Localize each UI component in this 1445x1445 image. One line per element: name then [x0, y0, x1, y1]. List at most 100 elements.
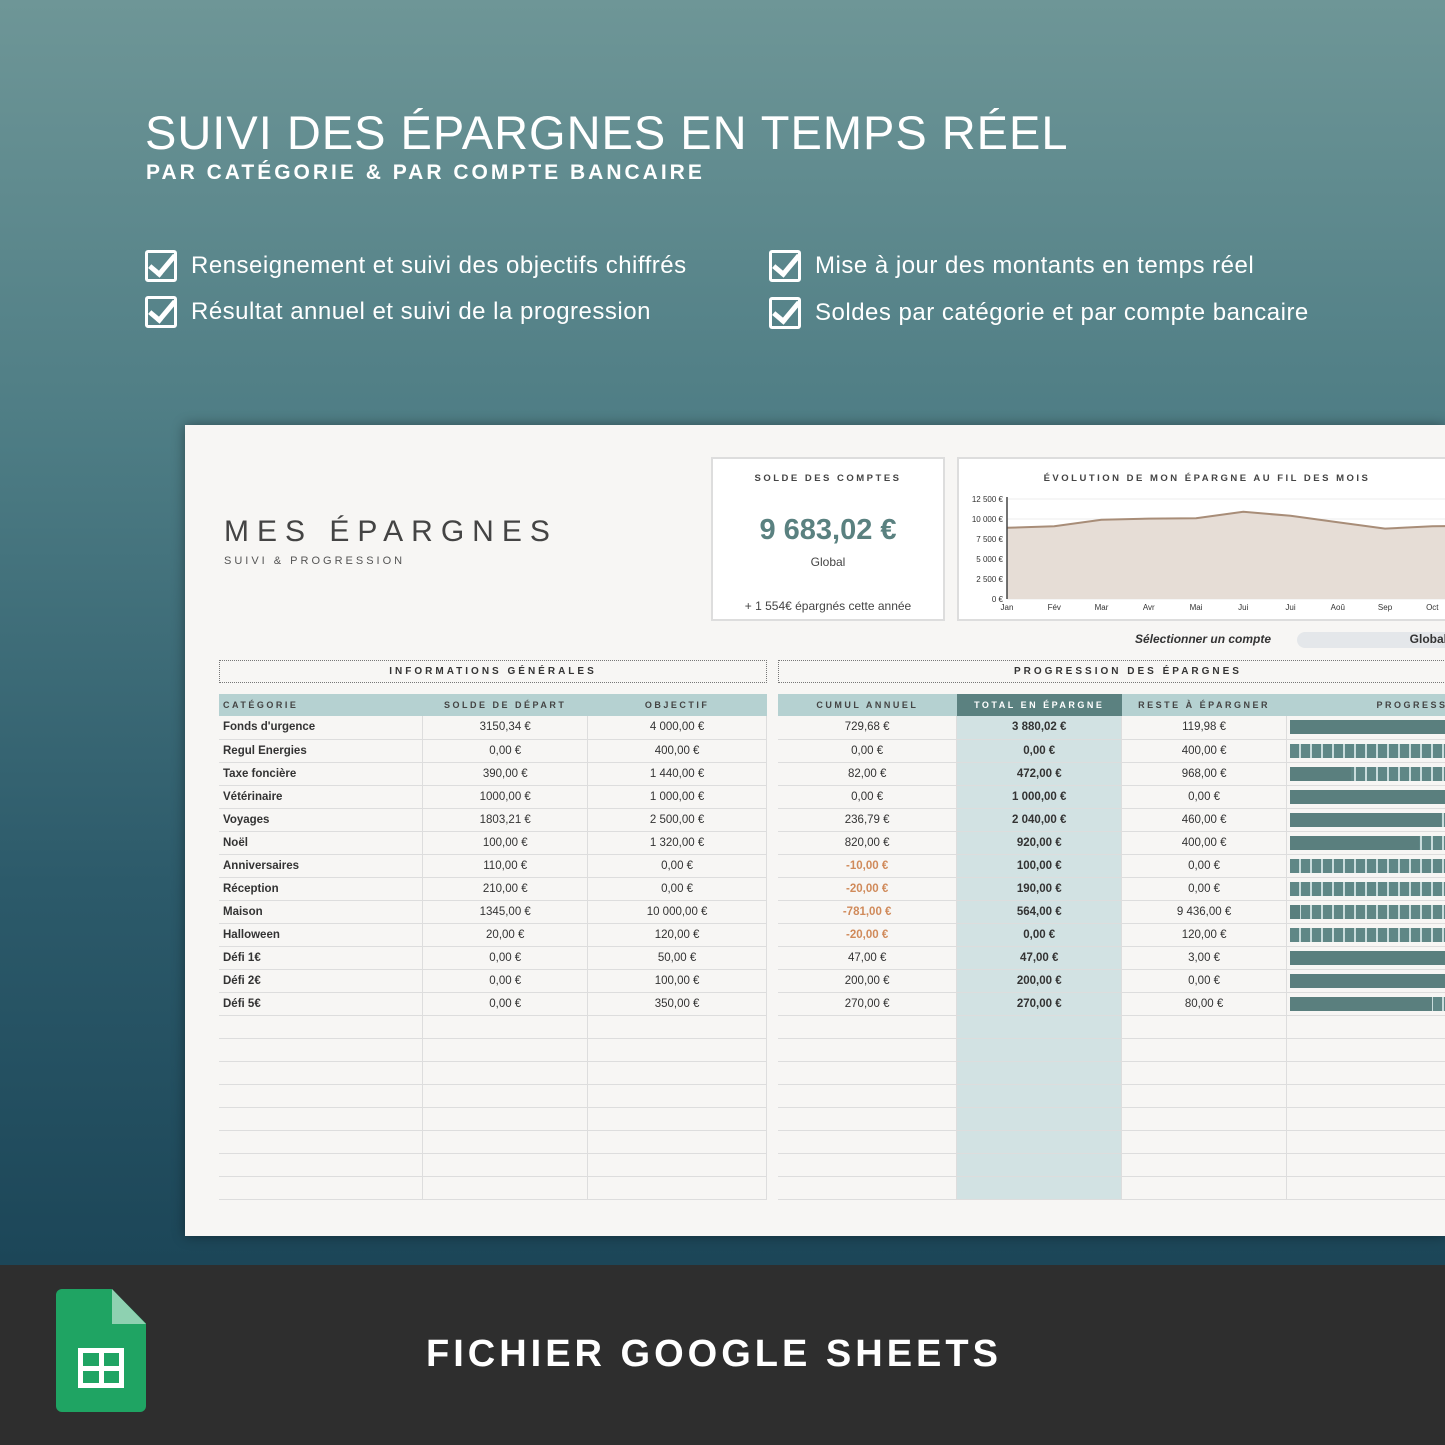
remaining-cell[interactable] [1121, 1130, 1288, 1154]
remaining-cell[interactable] [1121, 1176, 1288, 1200]
start-balance-cell[interactable]: 0,00 € [422, 992, 589, 1016]
category-cell[interactable]: Défi 2€ [219, 969, 424, 993]
progress-cell[interactable] [1286, 877, 1445, 901]
remaining-cell[interactable]: 0,00 € [1121, 877, 1288, 901]
cumul-cell[interactable] [778, 1038, 958, 1062]
progress-cell[interactable] [1286, 992, 1445, 1016]
total-cell[interactable]: 564,00 € [956, 900, 1123, 924]
remaining-cell[interactable] [1121, 1153, 1288, 1177]
total-cell[interactable]: 2 040,00 € [956, 808, 1123, 832]
total-cell[interactable]: 3 880,02 € [956, 716, 1123, 740]
total-cell[interactable] [956, 1015, 1123, 1039]
start-balance-cell[interactable]: 1345,00 € [422, 900, 589, 924]
start-balance-cell[interactable] [422, 1107, 589, 1131]
category-cell[interactable] [219, 1130, 424, 1154]
cumul-cell[interactable]: 0,00 € [778, 739, 958, 763]
total-cell[interactable] [956, 1084, 1123, 1108]
progress-cell[interactable] [1286, 762, 1445, 786]
category-cell[interactable]: Taxe foncière [219, 762, 424, 786]
category-cell[interactable] [219, 1153, 424, 1177]
start-balance-cell[interactable] [422, 1130, 589, 1154]
remaining-cell[interactable]: 460,00 € [1121, 808, 1288, 832]
cumul-cell[interactable] [778, 1176, 958, 1200]
total-cell[interactable] [956, 1176, 1123, 1200]
start-balance-cell[interactable]: 0,00 € [422, 739, 589, 763]
remaining-cell[interactable]: 400,00 € [1121, 831, 1288, 855]
total-cell[interactable] [956, 1107, 1123, 1131]
cumul-cell[interactable] [778, 1130, 958, 1154]
cumul-cell[interactable] [778, 1061, 958, 1085]
progress-cell[interactable] [1286, 1084, 1445, 1108]
goal-cell[interactable] [587, 1130, 767, 1154]
remaining-cell[interactable]: 9 436,00 € [1121, 900, 1288, 924]
total-cell[interactable] [956, 1038, 1123, 1062]
total-cell[interactable]: 190,00 € [956, 877, 1123, 901]
start-balance-cell[interactable] [422, 1038, 589, 1062]
cumul-cell[interactable] [778, 1153, 958, 1177]
remaining-cell[interactable]: 400,00 € [1121, 739, 1288, 763]
cumul-cell[interactable]: -781,00 € [778, 900, 958, 924]
total-cell[interactable]: 472,00 € [956, 762, 1123, 786]
start-balance-cell[interactable]: 0,00 € [422, 946, 589, 970]
cumul-cell[interactable]: 200,00 € [778, 969, 958, 993]
goal-cell[interactable]: 50,00 € [587, 946, 767, 970]
goal-cell[interactable]: 1 000,00 € [587, 785, 767, 809]
goal-cell[interactable]: 100,00 € [587, 969, 767, 993]
start-balance-cell[interactable]: 110,00 € [422, 854, 589, 878]
start-balance-cell[interactable] [422, 1176, 589, 1200]
category-cell[interactable] [219, 1038, 424, 1062]
goal-cell[interactable] [587, 1153, 767, 1177]
progress-cell[interactable] [1286, 923, 1445, 947]
category-cell[interactable] [219, 1084, 424, 1108]
progress-cell[interactable] [1286, 1130, 1445, 1154]
category-cell[interactable]: Halloween [219, 923, 424, 947]
progress-cell[interactable] [1286, 831, 1445, 855]
progress-cell[interactable] [1286, 1153, 1445, 1177]
category-cell[interactable]: Maison [219, 900, 424, 924]
progress-cell[interactable] [1286, 739, 1445, 763]
cumul-cell[interactable]: -20,00 € [778, 877, 958, 901]
category-cell[interactable]: Défi 5€ [219, 992, 424, 1016]
category-cell[interactable] [219, 1107, 424, 1131]
progress-cell[interactable] [1286, 785, 1445, 809]
remaining-cell[interactable]: 3,00 € [1121, 946, 1288, 970]
category-cell[interactable]: Défi 1€ [219, 946, 424, 970]
remaining-cell[interactable]: 119,98 € [1121, 716, 1288, 740]
progress-cell[interactable] [1286, 946, 1445, 970]
progress-cell[interactable] [1286, 1107, 1445, 1131]
total-cell[interactable]: 0,00 € [956, 739, 1123, 763]
goal-cell[interactable] [587, 1015, 767, 1039]
category-cell[interactable]: Noël [219, 831, 424, 855]
goal-cell[interactable]: 1 320,00 € [587, 831, 767, 855]
start-balance-cell[interactable]: 100,00 € [422, 831, 589, 855]
goal-cell[interactable] [587, 1176, 767, 1200]
start-balance-cell[interactable]: 20,00 € [422, 923, 589, 947]
cumul-cell[interactable]: 729,68 € [778, 716, 958, 740]
remaining-cell[interactable] [1121, 1038, 1288, 1062]
start-balance-cell[interactable] [422, 1061, 589, 1085]
category-cell[interactable]: Vétérinaire [219, 785, 424, 809]
goal-cell[interactable]: 4 000,00 € [587, 716, 767, 740]
start-balance-cell[interactable] [422, 1015, 589, 1039]
category-cell[interactable]: Anniversaires [219, 854, 424, 878]
cumul-cell[interactable]: 47,00 € [778, 946, 958, 970]
category-cell[interactable]: Voyages [219, 808, 424, 832]
total-cell[interactable]: 100,00 € [956, 854, 1123, 878]
start-balance-cell[interactable]: 210,00 € [422, 877, 589, 901]
remaining-cell[interactable]: 0,00 € [1121, 785, 1288, 809]
start-balance-cell[interactable] [422, 1153, 589, 1177]
progress-cell[interactable] [1286, 969, 1445, 993]
remaining-cell[interactable]: 120,00 € [1121, 923, 1288, 947]
total-cell[interactable]: 270,00 € [956, 992, 1123, 1016]
cumul-cell[interactable]: -20,00 € [778, 923, 958, 947]
progress-cell[interactable] [1286, 808, 1445, 832]
goal-cell[interactable]: 1 440,00 € [587, 762, 767, 786]
category-cell[interactable]: Regul Energies [219, 739, 424, 763]
total-cell[interactable] [956, 1061, 1123, 1085]
progress-cell[interactable] [1286, 1015, 1445, 1039]
remaining-cell[interactable] [1121, 1061, 1288, 1085]
total-cell[interactable]: 920,00 € [956, 831, 1123, 855]
goal-cell[interactable]: 2 500,00 € [587, 808, 767, 832]
start-balance-cell[interactable] [422, 1084, 589, 1108]
total-cell[interactable]: 0,00 € [956, 923, 1123, 947]
